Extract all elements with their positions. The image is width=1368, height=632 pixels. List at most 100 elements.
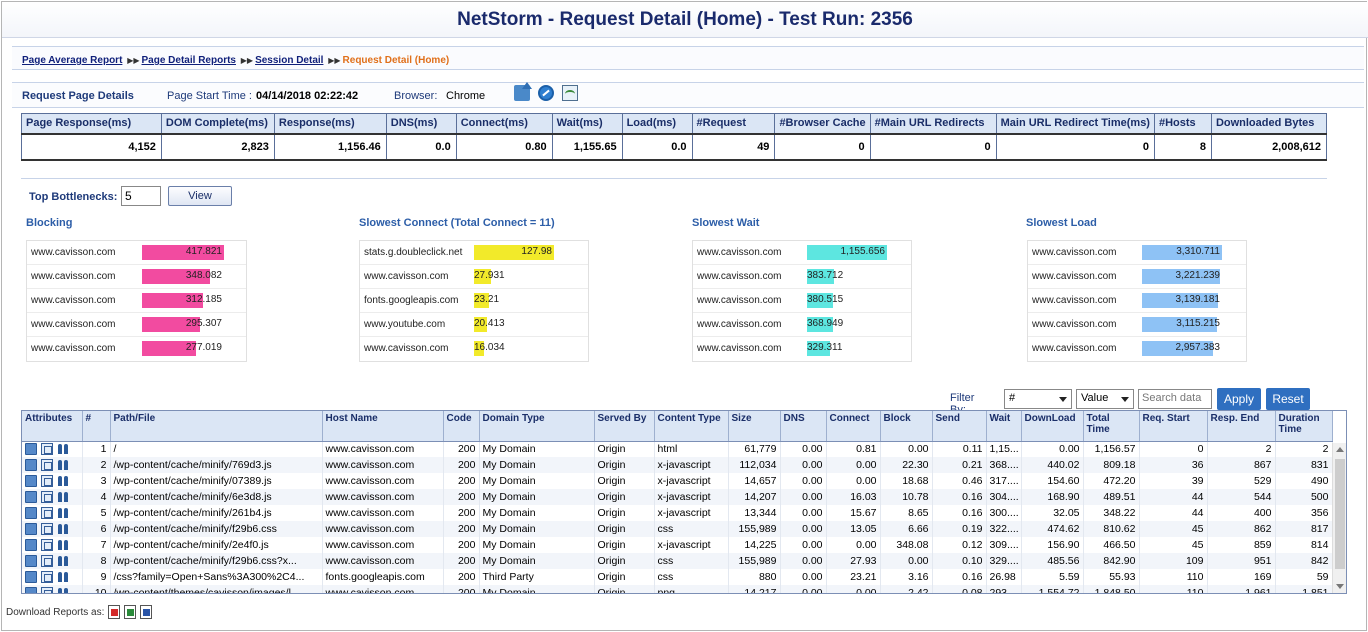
details-icon[interactable]: [41, 587, 53, 593]
table-row[interactable]: 9/css?family=Open+Sans%3A300%2C4... fonts…: [22, 569, 1333, 585]
breadcrumb-page-detail-reports[interactable]: Page Detail Reports: [141, 55, 236, 66]
scroll-down-icon[interactable]: [1336, 584, 1344, 589]
waterfall-icon[interactable]: [57, 475, 69, 487]
top-bottlenecks-count-input[interactable]: [121, 186, 161, 206]
table-row[interactable]: 2/wp-content/cache/minify/769d3.js www.ca…: [22, 457, 1333, 473]
table-row[interactable]: 7/wp-content/cache/minify/2e4f0.js www.ca…: [22, 537, 1333, 553]
breadcrumb-page-average-report[interactable]: Page Average Report: [22, 55, 123, 66]
waterfall-icon[interactable]: [57, 587, 69, 593]
grid-header[interactable]: Req. Start: [1139, 411, 1208, 442]
table-cell: 0.00: [780, 441, 827, 457]
waterfall-icon[interactable]: [57, 555, 69, 567]
monitor-icon[interactable]: [562, 85, 578, 101]
table-row[interactable]: 1/www.cavisson.com 200 My Domain Origin html…: [22, 441, 1333, 457]
refresh-icon[interactable]: [538, 85, 554, 101]
search-input[interactable]: Search data: [1138, 389, 1212, 409]
grid-header[interactable]: Wait: [986, 411, 1022, 442]
details-icon[interactable]: [41, 523, 53, 535]
table-cell: My Domain: [479, 441, 595, 457]
table-row[interactable]: 5/wp-content/cache/minify/261b4.js www.ca…: [22, 505, 1333, 521]
waterfall-icon[interactable]: [57, 491, 69, 503]
grid-header[interactable]: Served By: [594, 411, 655, 442]
details-icon[interactable]: [41, 539, 53, 551]
bottleneck-host: www.cavisson.com: [697, 271, 782, 282]
table-cell: www.cavisson.com: [322, 521, 444, 537]
table-cell: 0.00: [780, 585, 827, 593]
page-icon[interactable]: [25, 571, 37, 583]
table-row[interactable]: 4/wp-content/cache/minify/6e3d8.js www.ca…: [22, 489, 1333, 505]
grid-header[interactable]: Send: [932, 411, 987, 442]
grid-header[interactable]: Path/File: [110, 411, 323, 442]
scroll-up-icon[interactable]: [1336, 447, 1344, 452]
page-icon[interactable]: [25, 523, 37, 535]
filter-mode-select[interactable]: Value: [1076, 389, 1134, 409]
word-icon[interactable]: [140, 605, 153, 619]
details-icon[interactable]: [41, 555, 53, 567]
waterfall-icon[interactable]: [57, 523, 69, 535]
page-icon[interactable]: [25, 555, 37, 567]
details-icon[interactable]: [41, 571, 53, 583]
bottleneck-row: www.cavisson.com 277.019: [27, 337, 246, 361]
view-button[interactable]: View: [168, 186, 232, 206]
grid-header[interactable]: DNS: [780, 411, 827, 442]
bottleneck-value: 312.185: [185, 294, 222, 305]
grid-header[interactable]: Content Type: [654, 411, 729, 442]
page-icon[interactable]: [25, 507, 37, 519]
grid-header[interactable]: Size: [728, 411, 781, 442]
grid-header[interactable]: Domain Type: [479, 411, 595, 442]
details-icon[interactable]: [41, 475, 53, 487]
grid-header[interactable]: Resp. End: [1207, 411, 1276, 442]
grid-header[interactable]: Block: [880, 411, 933, 442]
details-icon[interactable]: [41, 491, 53, 503]
table-cell: 44: [1139, 505, 1208, 521]
details-icon[interactable]: [41, 507, 53, 519]
grid-header[interactable]: Total Time: [1083, 411, 1140, 442]
table-cell: 0.00: [780, 489, 827, 505]
reset-button[interactable]: Reset: [1266, 388, 1310, 410]
page-icon[interactable]: [25, 491, 37, 503]
table-cell: css: [654, 569, 729, 585]
waterfall-icon[interactable]: [57, 443, 69, 455]
grid-header[interactable]: Connect: [826, 411, 881, 442]
table-row[interactable]: 6/wp-content/cache/minify/f29b6.css www.c…: [22, 521, 1333, 537]
page-icon[interactable]: [25, 475, 37, 487]
grid-header[interactable]: #: [82, 411, 111, 442]
table-cell: Origin: [594, 569, 655, 585]
waterfall-icon[interactable]: [57, 507, 69, 519]
apply-button[interactable]: Apply: [1217, 388, 1261, 410]
grid-header[interactable]: Attributes: [22, 411, 83, 442]
page-icon[interactable]: [25, 587, 37, 593]
grid-header[interactable]: Host Name: [322, 411, 444, 442]
bottleneck-row: www.cavisson.com 3,310.711: [1028, 241, 1246, 265]
vertical-scrollbar[interactable]: [1332, 443, 1346, 593]
page-icon[interactable]: [25, 443, 37, 456]
table-row[interactable]: 3/wp-content/cache/minify/07389.js www.ca…: [22, 473, 1333, 489]
grid-header[interactable]: DownLoad: [1021, 411, 1084, 442]
breadcrumb-session-detail[interactable]: Session Detail: [255, 55, 324, 66]
pdf-icon[interactable]: [108, 605, 121, 619]
table-row[interactable]: 8/wp-content/cache/minify/f29b6.css?x...…: [22, 553, 1333, 569]
bottleneck-value: 27.931: [474, 270, 505, 281]
waterfall-icon[interactable]: [57, 459, 69, 471]
waterfall-icon[interactable]: [57, 571, 69, 583]
page-icon[interactable]: [25, 459, 37, 471]
excel-icon[interactable]: [124, 605, 137, 619]
table-cell: Origin: [594, 505, 655, 521]
summary-value: 0: [869, 132, 997, 161]
grid-header[interactable]: Code: [443, 411, 480, 442]
grid-header[interactable]: Duration Time: [1275, 411, 1333, 442]
table-cell: 1,554.72: [1021, 585, 1084, 593]
waterfall-icon[interactable]: [57, 539, 69, 551]
page-icon[interactable]: [25, 539, 37, 551]
table-cell: 544: [1207, 489, 1276, 505]
scroll-thumb[interactable]: [1335, 459, 1345, 569]
table-cell: 1,15...: [986, 441, 1022, 457]
details-icon[interactable]: [41, 459, 53, 471]
export-icon[interactable]: [514, 82, 532, 101]
table-cell: 348.08: [880, 537, 933, 553]
table-cell: 0.00: [826, 473, 881, 489]
filter-field-select[interactable]: #: [1004, 389, 1072, 409]
table-cell: 466.50: [1083, 537, 1140, 553]
table-row[interactable]: 10/wp-content/themes/cavisson/images/l..…: [22, 585, 1333, 593]
details-icon[interactable]: [41, 443, 53, 456]
